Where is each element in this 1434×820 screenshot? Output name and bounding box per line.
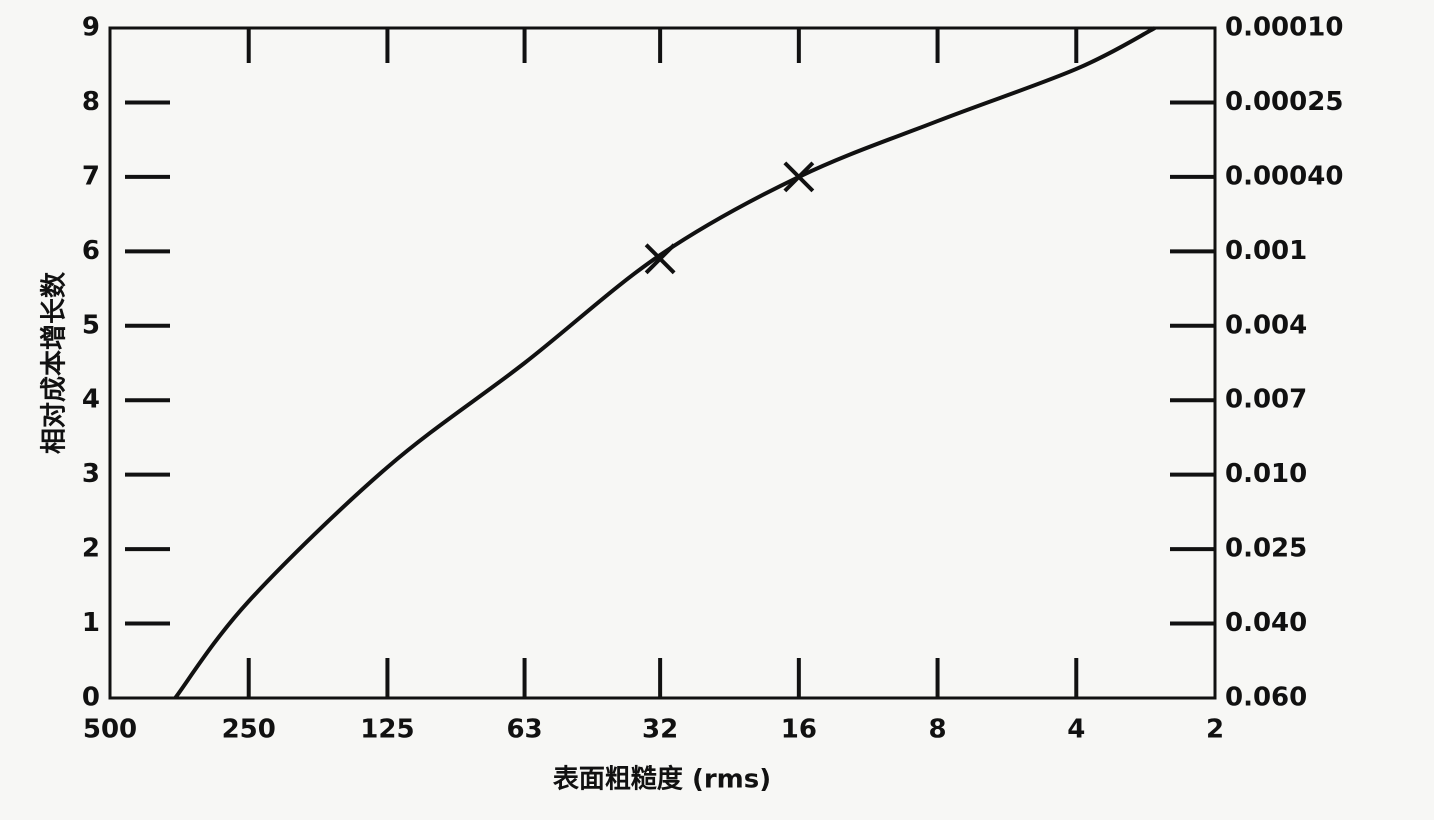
y2-tick-label: 0.007 (1225, 385, 1307, 415)
y-tick-label: 1 (82, 608, 100, 638)
y2-tick-label: 0.004 (1225, 310, 1307, 340)
y2-tick-label: 0.040 (1225, 608, 1307, 638)
x-tick-label: 63 (506, 715, 542, 745)
x-tick-label: 125 (360, 715, 414, 745)
y2-tick-label: 0.060 (1225, 683, 1307, 713)
y-tick-label: 2 (82, 534, 100, 564)
y-tick-label: 7 (82, 161, 100, 191)
x-tick-label: 500 (83, 715, 137, 745)
y2-tick-label: 0.00025 (1225, 87, 1343, 117)
y-tick-label: 5 (82, 310, 100, 340)
marker (783, 161, 815, 193)
y-tick-label: 0 (82, 683, 100, 713)
x-tick-label: 32 (642, 715, 678, 745)
y2-tick-label: 0.025 (1225, 534, 1307, 564)
x-tick-label: 4 (1067, 715, 1085, 745)
x-tick-label: 16 (781, 715, 817, 745)
y2-tick-label: 0.010 (1225, 459, 1307, 489)
y-axis-label: 相对成本增长数 (39, 271, 70, 454)
y-tick-label: 9 (82, 13, 100, 43)
x-axis-label: 表面粗糙度 (rms) (553, 764, 771, 795)
y2-tick-label: 0.001 (1225, 236, 1307, 266)
marker (644, 243, 676, 275)
y2-tick-label: 0.00010 (1225, 13, 1343, 43)
y-tick-label: 4 (82, 385, 100, 415)
x-tick-label: 250 (222, 715, 276, 745)
curve (173, 26, 1156, 700)
y-tick-label: 3 (82, 459, 100, 489)
y2-tick-label: 0.00040 (1225, 161, 1343, 191)
plot-frame (108, 26, 1217, 700)
y-tick-label: 6 (82, 236, 100, 266)
x-tick-label: 2 (1206, 715, 1224, 745)
y-tick-label: 8 (82, 87, 100, 117)
x-tick-label: 8 (929, 715, 947, 745)
